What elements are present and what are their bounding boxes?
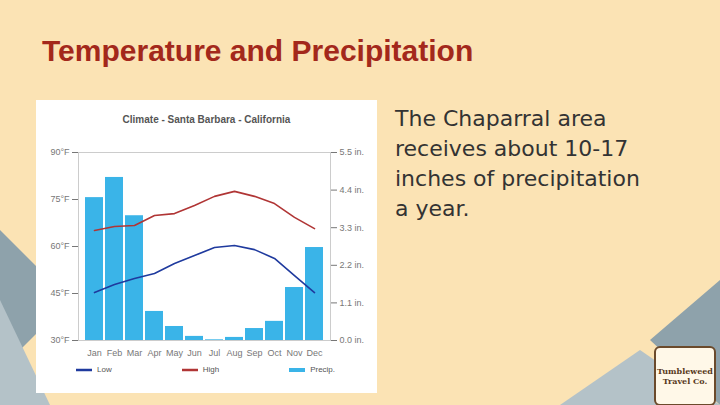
svg-text:30°F: 30°F [50,335,70,345]
html-text:High: High [202,365,220,374]
html-text:The Chaparral area receives ab: The Chaparral area receives about 10-17 … [395,106,640,221]
html-text:Temperature and Precipitation: Temperature and Precipitation [42,34,474,67]
svg-text:Sep: Sep [246,348,262,358]
svg-text:90°F: 90°F [50,147,70,157]
svg-text:5.5 in.: 5.5 in. [340,147,365,157]
svg-text:Jan: Jan [87,348,102,358]
svg-text:Dec: Dec [306,348,323,358]
svg-text:Aug: Aug [226,348,242,358]
html-text:Precip.: Precip. [310,365,335,374]
svg-text:3.3 in.: 3.3 in. [340,223,365,233]
svg-text:60°F: 60°F [50,241,70,251]
html-text:Climate - Santa Barbara - Cali: Climate - Santa Barbara - California [122,114,291,125]
html-text:Tumbleweed Travel Co.: Tumbleweed Travel Co. [657,366,713,386]
svg-text:2.2 in.: 2.2 in. [340,260,365,270]
svg-text:Jul: Jul [209,348,221,358]
svg-text:May: May [166,348,184,358]
svg-text:Apr: Apr [147,348,161,358]
svg-text:1.1 in.: 1.1 in. [340,298,365,308]
svg-text:Nov: Nov [286,348,303,358]
svg-text:45°F: 45°F [50,288,70,298]
svg-text:4.4 in.: 4.4 in. [340,185,365,195]
svg-text:75°F: 75°F [50,194,70,204]
html-text:Low: Low [97,365,112,374]
svg-text:Feb: Feb [107,348,123,358]
svg-text:Oct: Oct [267,348,282,358]
svg-text:0.0 in.: 0.0 in. [340,335,365,345]
svg-text:Jun: Jun [187,348,202,358]
svg-text:Mar: Mar [127,348,143,358]
